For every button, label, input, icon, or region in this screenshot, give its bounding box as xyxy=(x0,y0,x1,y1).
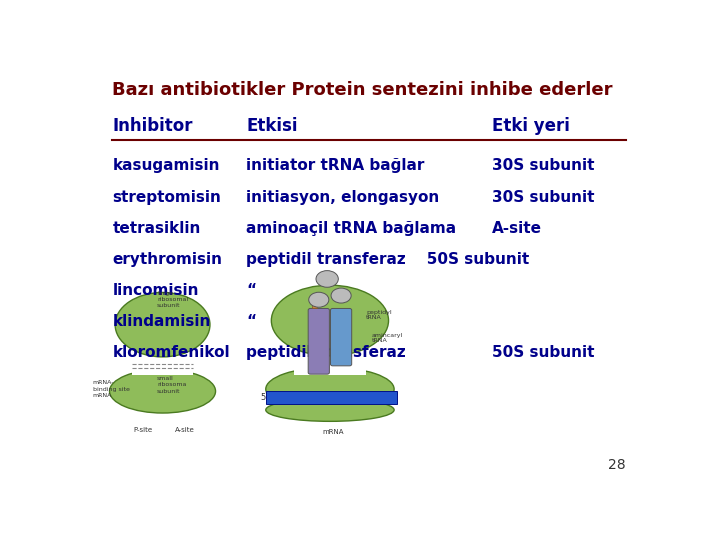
Text: “: “ xyxy=(246,283,256,298)
Text: A-site: A-site xyxy=(492,221,541,236)
Text: 28: 28 xyxy=(608,458,626,472)
Text: aminoaçil tRNA bağlama: aminoaçil tRNA bağlama xyxy=(246,221,456,236)
Bar xyxy=(266,391,397,404)
Text: tRNA: tRNA xyxy=(372,338,387,343)
Text: mRNA: mRNA xyxy=(322,429,343,435)
Text: 30S subunit: 30S subunit xyxy=(492,158,594,173)
FancyBboxPatch shape xyxy=(308,308,329,374)
Text: Bazı antibiotikler Protein sentezini inhibe ederler: Bazı antibiotikler Protein sentezini inh… xyxy=(112,82,613,99)
Circle shape xyxy=(316,271,338,287)
Circle shape xyxy=(331,288,351,303)
Text: mRNA: mRNA xyxy=(93,393,112,398)
Text: kloromfenikol: kloromfenikol xyxy=(112,346,230,361)
Text: Etki yeri: Etki yeri xyxy=(492,117,570,135)
Bar xyxy=(319,296,323,301)
Text: large: large xyxy=(157,291,173,296)
Text: binding site: binding site xyxy=(93,387,130,392)
Text: ribosoma: ribosoma xyxy=(157,382,186,388)
Text: peptidil transferaz: peptidil transferaz xyxy=(246,346,406,361)
Text: 30S subunit: 30S subunit xyxy=(492,190,594,205)
Ellipse shape xyxy=(271,285,389,356)
Text: lincomisin: lincomisin xyxy=(112,283,199,298)
Text: tetrasiklin: tetrasiklin xyxy=(112,221,201,236)
Bar xyxy=(132,358,193,375)
Text: 50S subunit: 50S subunit xyxy=(492,346,594,361)
Text: subunit: subunit xyxy=(157,389,181,394)
Circle shape xyxy=(309,292,329,307)
Text: subunit: subunit xyxy=(157,303,181,308)
Text: kasugamisin: kasugamisin xyxy=(112,158,220,173)
Text: tRNA: tRNA xyxy=(366,315,382,320)
Text: initiator tRNA bağlar: initiator tRNA bağlar xyxy=(246,158,425,173)
Ellipse shape xyxy=(109,369,215,413)
Text: initiasyon, elongasyon: initiasyon, elongasyon xyxy=(246,190,439,205)
Text: A-site: A-site xyxy=(175,427,194,433)
Text: klindamisin: klindamisin xyxy=(112,314,211,329)
Bar xyxy=(315,300,320,305)
Bar xyxy=(294,358,366,375)
Text: 3': 3' xyxy=(392,393,399,402)
Text: streptomisin: streptomisin xyxy=(112,190,221,205)
FancyBboxPatch shape xyxy=(330,308,351,366)
Ellipse shape xyxy=(115,293,210,357)
Bar xyxy=(312,303,317,308)
Text: P-site: P-site xyxy=(133,427,153,433)
Text: mRNA-: mRNA- xyxy=(93,380,114,386)
Text: peptidyl: peptidyl xyxy=(366,310,392,315)
Text: 5': 5' xyxy=(260,393,268,402)
Text: amincaryl: amincaryl xyxy=(372,333,403,338)
Text: Inhibitor: Inhibitor xyxy=(112,117,193,135)
Text: peptidil transferaz    50S subunit: peptidil transferaz 50S subunit xyxy=(246,252,529,267)
Text: small: small xyxy=(157,376,174,381)
Text: erythromisin: erythromisin xyxy=(112,252,222,267)
Text: ribosomal: ribosomal xyxy=(157,297,188,302)
Text: Etkisi: Etkisi xyxy=(246,117,298,135)
Text: “: “ xyxy=(246,314,256,329)
Ellipse shape xyxy=(266,367,394,411)
Ellipse shape xyxy=(266,399,394,421)
